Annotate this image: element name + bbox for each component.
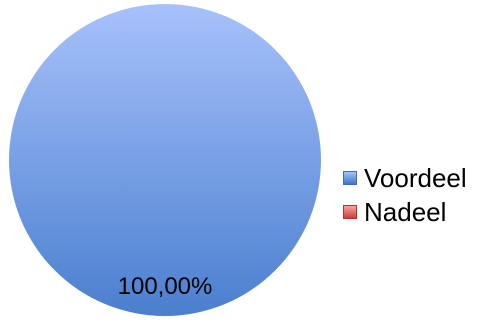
legend-item-voordeel: Voordeel bbox=[343, 162, 483, 196]
data-label-voordeel: 100,00% bbox=[118, 273, 213, 300]
legend-label-voordeel: Voordeel bbox=[364, 163, 467, 193]
legend-label-nadeel: Nadeel bbox=[364, 197, 447, 227]
legend-swatch-nadeel bbox=[343, 205, 357, 219]
pie-slice-voordeel bbox=[9, 4, 321, 316]
legend: Voordeel Nadeel bbox=[343, 162, 483, 230]
legend-item-nadeel: Nadeel bbox=[343, 196, 483, 230]
legend-swatch-voordeel bbox=[343, 171, 357, 185]
